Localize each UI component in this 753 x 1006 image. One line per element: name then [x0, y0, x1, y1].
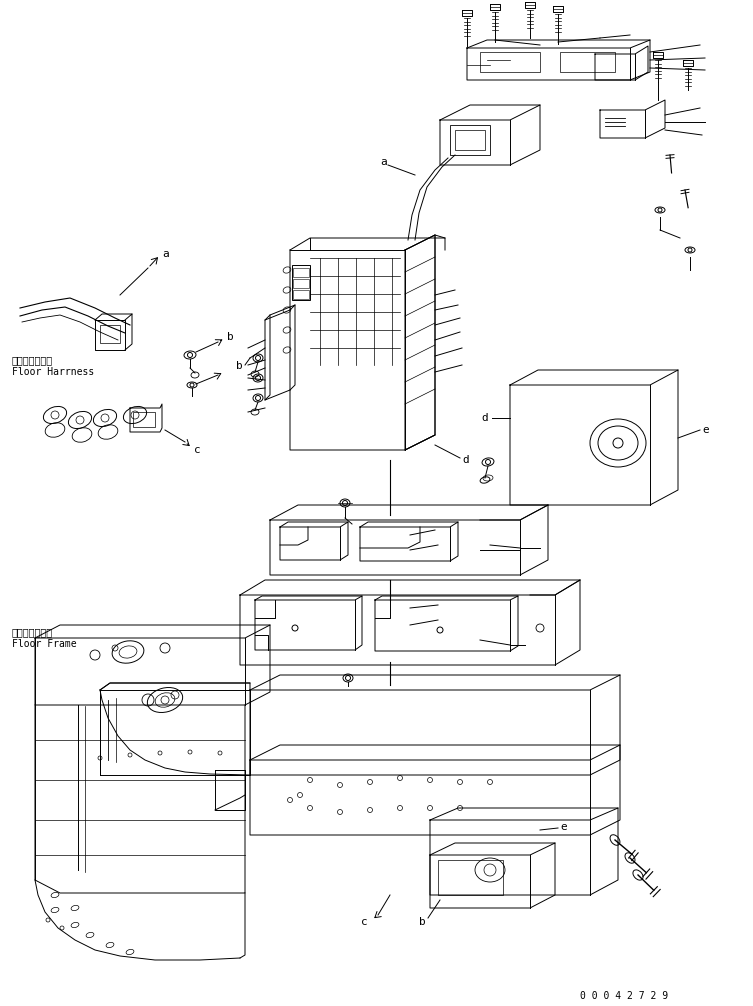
Bar	[100, 325, 120, 343]
Text: フロアハーネス: フロアハーネス	[12, 355, 53, 365]
Text: フロアフレーム: フロアフレーム	[12, 627, 53, 637]
Bar	[292, 265, 310, 300]
Bar	[293, 268, 309, 277]
Text: 0 0 0 4 2 7 2 9: 0 0 0 4 2 7 2 9	[580, 991, 668, 1001]
Text: c: c	[361, 917, 368, 927]
Text: c: c	[194, 445, 201, 455]
Text: e: e	[702, 425, 709, 435]
Bar	[480, 52, 540, 72]
Bar	[560, 52, 615, 72]
Bar	[438, 860, 503, 895]
Text: d: d	[462, 455, 469, 465]
Bar	[450, 125, 490, 155]
Text: a: a	[162, 249, 169, 259]
Bar	[455, 130, 485, 150]
Text: d: d	[481, 413, 488, 423]
Text: a: a	[380, 157, 387, 167]
Text: b: b	[227, 332, 233, 342]
Text: Floor Harrness: Floor Harrness	[12, 367, 94, 377]
Text: b: b	[236, 361, 243, 371]
Text: Floor Frame: Floor Frame	[12, 639, 77, 649]
Bar	[133, 412, 155, 427]
Bar	[293, 290, 309, 299]
Text: e: e	[560, 822, 567, 832]
Text: b: b	[419, 917, 425, 927]
Bar	[293, 279, 309, 288]
